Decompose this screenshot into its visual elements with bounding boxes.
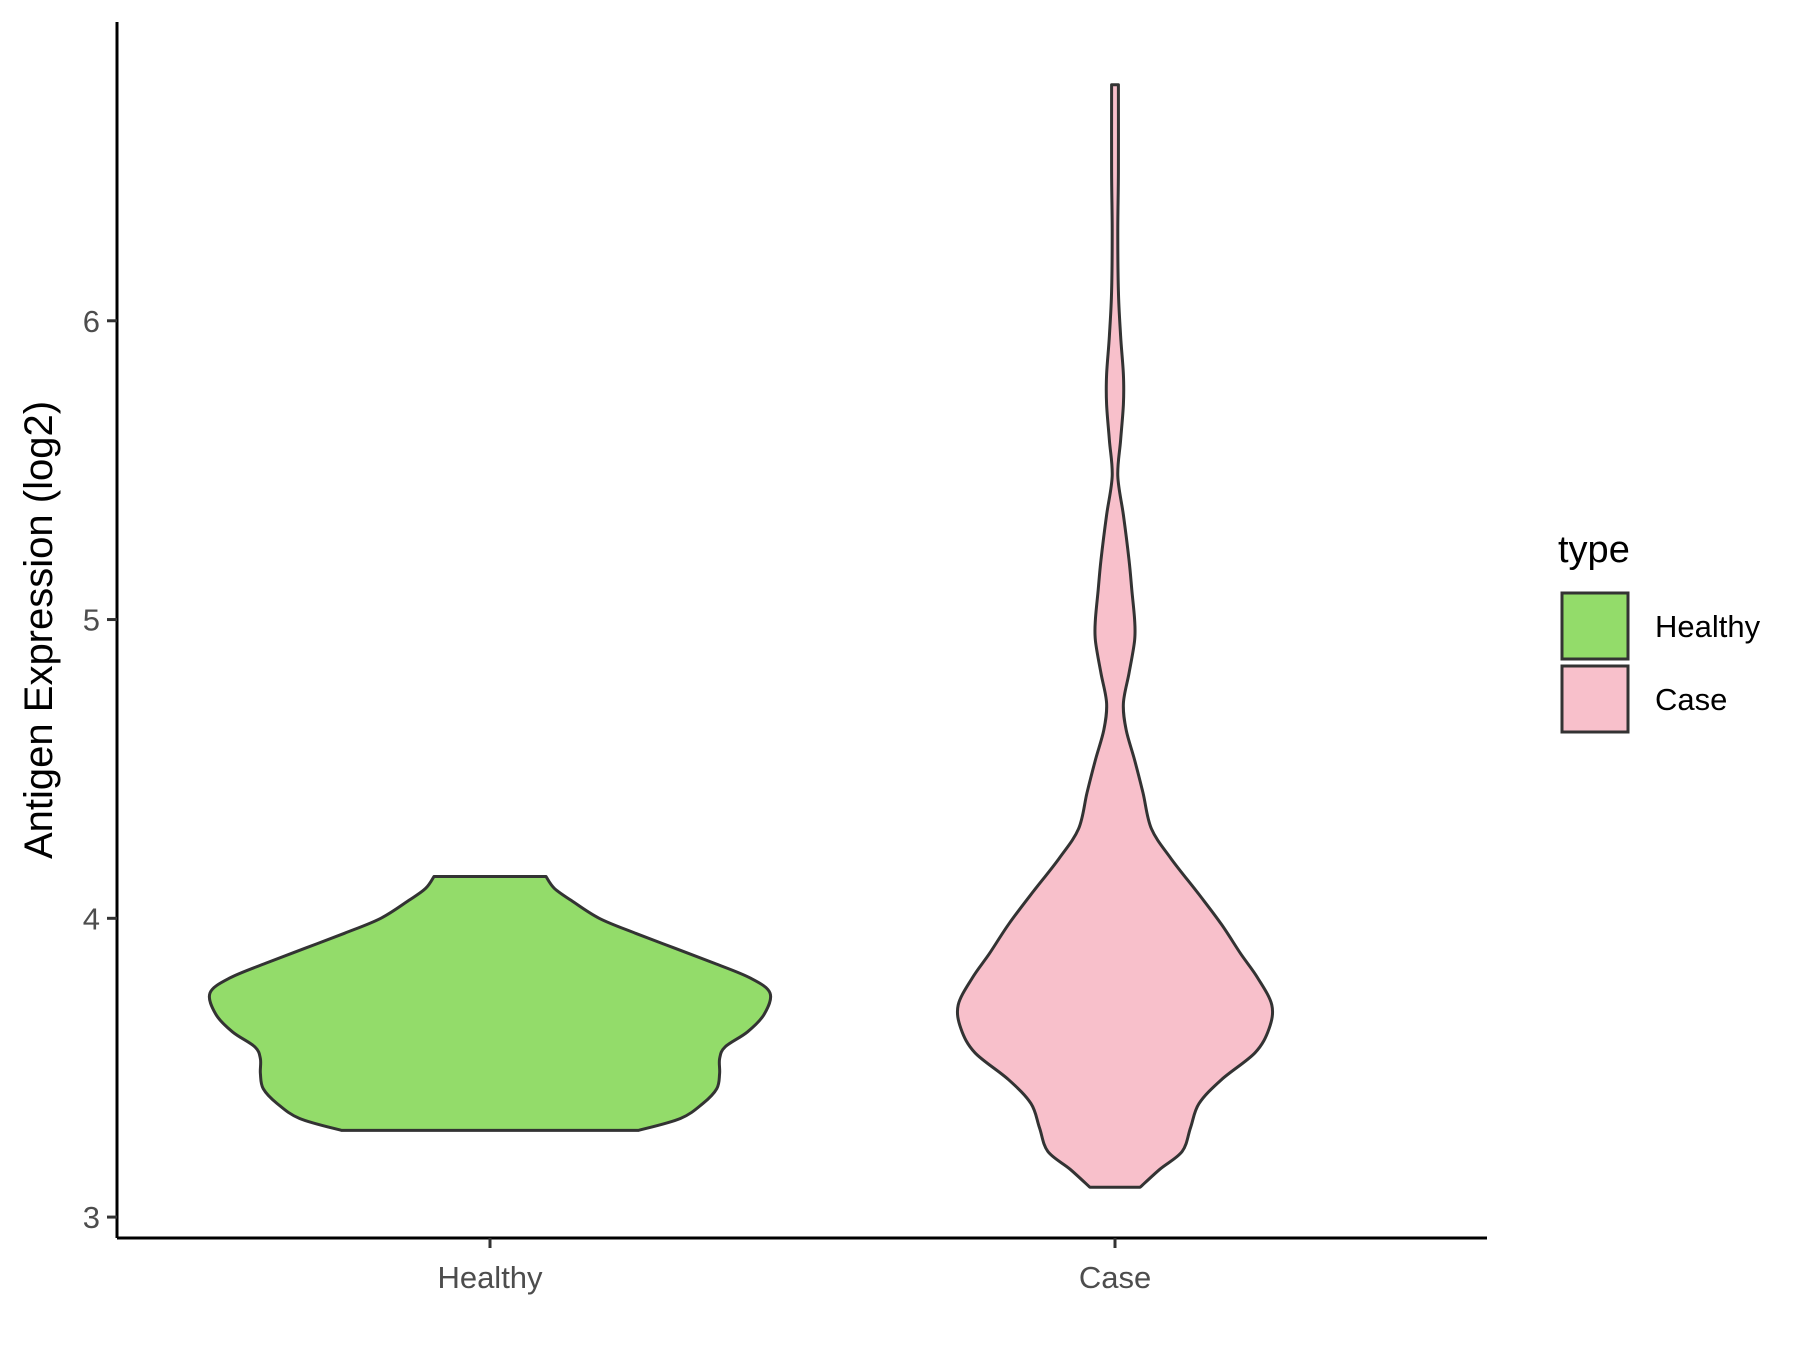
violin-case — [955, 83, 1275, 1189]
x-ticks: Healthy Case — [437, 1238, 1151, 1295]
violin-healthy — [207, 875, 773, 1132]
legend-label-case: Case — [1655, 682, 1727, 717]
legend-title: type — [1558, 529, 1630, 571]
legend-swatch-case — [1560, 664, 1630, 734]
legend-label-healthy: Healthy — [1655, 609, 1761, 644]
x-tick-label: Case — [1079, 1260, 1151, 1295]
y-tick-label: 3 — [83, 1200, 100, 1235]
x-tick-label: Healthy — [437, 1260, 543, 1295]
violin-layer — [207, 83, 1275, 1189]
legend: Healthy Case — [1560, 591, 1761, 734]
legend-swatch-healthy — [1560, 591, 1630, 661]
y-ticks: 3 4 5 6 — [83, 304, 117, 1235]
y-tick-label: 4 — [83, 901, 100, 936]
y-tick-label: 6 — [83, 304, 100, 339]
y-axis-title: Antigen Expression (log2) — [17, 401, 61, 859]
y-tick-label: 5 — [83, 603, 100, 638]
